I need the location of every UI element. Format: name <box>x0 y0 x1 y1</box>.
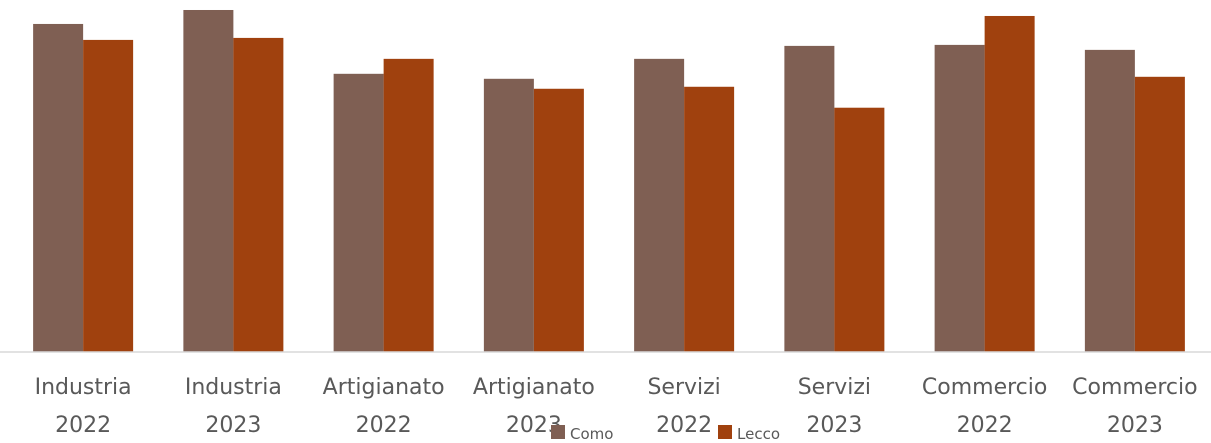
legend-label-como: Como <box>570 425 613 443</box>
x-tick-label-7-0: Commercio <box>1072 375 1197 400</box>
x-tick-label-0-0: Industria <box>35 375 132 400</box>
bars-group <box>33 9 1185 353</box>
legend-swatch-lecco <box>718 425 732 439</box>
bar-lecco-1 <box>233 37 284 352</box>
x-tick-label-7-1: 2023 <box>1107 413 1163 438</box>
bar-lecco-7 <box>1134 76 1185 353</box>
x-tick-label-4-1: 2022 <box>656 413 712 438</box>
x-tick-label-6-1: 2022 <box>957 413 1013 438</box>
x-tick-labels: Industria 2022 Industria 2023 Artigianato 202… <box>35 375 1198 438</box>
legend: Como Lecco <box>551 425 780 443</box>
bar-como-3 <box>483 78 534 353</box>
x-tick-label-6-0: Commercio <box>922 375 1047 400</box>
bar-como-1 <box>183 9 234 353</box>
x-tick-label-3-0: Artigianato <box>473 375 595 400</box>
x-tick-label-0-1: 2022 <box>55 413 111 438</box>
x-tick-label-1-1: 2023 <box>205 413 261 438</box>
x-tick-label-1-0: Industria <box>185 375 282 400</box>
x-tick-label-5-1: 2023 <box>806 413 862 438</box>
x-tick-label-5-0: Servizi <box>798 375 871 400</box>
bar-como-6 <box>934 44 985 352</box>
bar-como-5 <box>784 45 835 352</box>
bar-lecco-5 <box>834 107 885 352</box>
x-tick-label-2-1: 2022 <box>356 413 412 438</box>
bar-lecco-2 <box>383 58 434 352</box>
bar-lecco-4 <box>684 86 735 353</box>
bar-lecco-6 <box>984 15 1035 353</box>
x-tick-label-2-0: Artigianato <box>323 375 445 400</box>
bar-como-0 <box>33 23 84 353</box>
bar-lecco-0 <box>83 39 134 352</box>
bar-lecco-3 <box>533 88 584 352</box>
bar-como-7 <box>1084 49 1135 352</box>
bar-como-4 <box>634 58 685 352</box>
bar-como-2 <box>333 73 384 353</box>
legend-label-lecco: Lecco <box>737 425 780 443</box>
legend-swatch-como <box>551 425 565 439</box>
x-tick-label-4-0: Servizi <box>647 375 720 400</box>
